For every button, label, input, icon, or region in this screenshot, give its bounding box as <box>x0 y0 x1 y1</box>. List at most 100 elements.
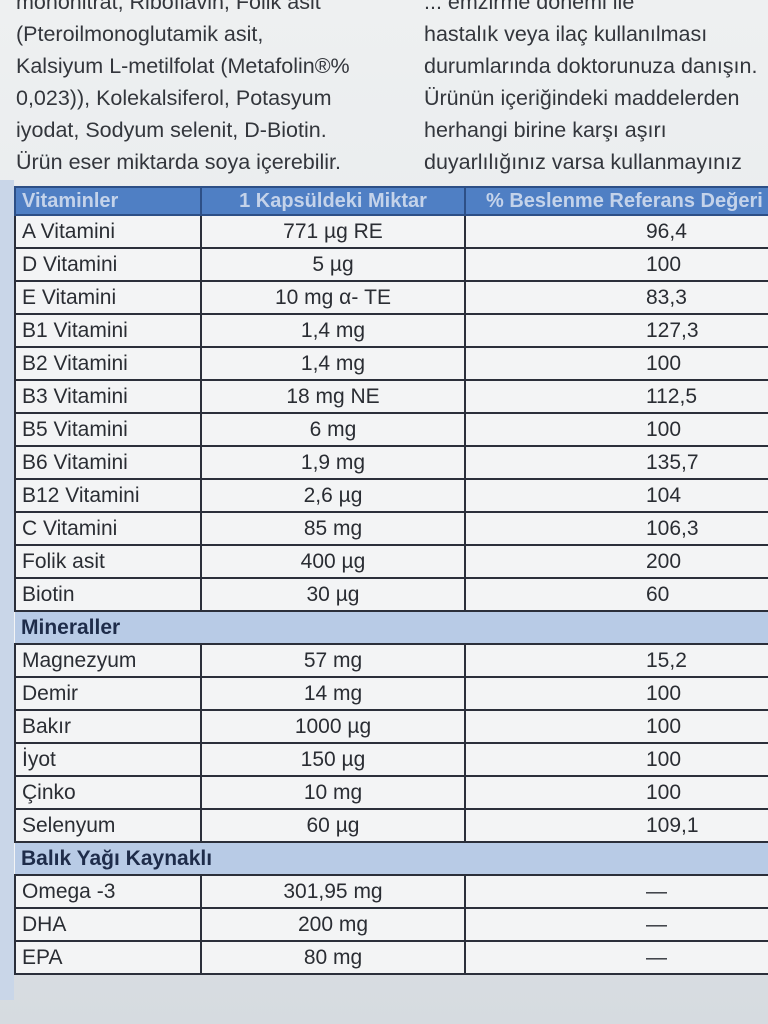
nutrient-name: D Vitamini <box>14 247 202 282</box>
nutrition-table: Vitaminler 1 Kapsüldeki Miktar% Beslenme … <box>14 186 768 975</box>
nutrient-name: B3 Vitamini <box>14 379 202 414</box>
amount: 400 µg <box>200 544 466 579</box>
amount: 301,95 mg <box>200 874 466 909</box>
nutrient-name: B2 Vitamini <box>14 346 202 381</box>
fish-oil-section: Balık Yağı Kaynaklı <box>15 841 768 876</box>
ingredients-line: Kalsiyum L-metilfolat (Metafolin®% <box>16 54 350 78</box>
nutrient-name: B12 Vitamini <box>14 478 202 513</box>
table-row: Çinko 10 mg 100 <box>14 775 768 810</box>
table-row: E Vitamini 10 mg α- TE 83,3 <box>14 280 768 315</box>
ingredients-line: (Pteroilmonoglutamik asit, <box>16 22 264 46</box>
nutrient-name: Çinko <box>14 775 202 810</box>
table-row: B12 Vitamini 2,6 µg 104 <box>14 478 768 513</box>
nutrient-name: B6 Vitamini <box>14 445 202 480</box>
reference-value: 100 <box>464 775 768 810</box>
table-row: C Vitamini 85 mg 106,3 <box>14 511 768 546</box>
table-row: B1 Vitamini 1,4 mg 127,3 <box>14 313 768 348</box>
table-row: A Vitamini 771 µg RE 96,4 <box>14 214 768 249</box>
reference-value: 200 <box>464 544 768 579</box>
reference-value: 112,5 <box>464 379 768 414</box>
amount: 57 mg <box>200 643 466 678</box>
amount: 1 Kapsüldeki Miktar <box>200 186 466 216</box>
amount: 18 mg NE <box>200 379 466 414</box>
table-row: Folik asit 400 µg 200 <box>14 544 768 579</box>
reference-value: 104 <box>464 478 768 513</box>
warning-line: duyarlılığınız varsa kullanmayınız <box>424 150 742 174</box>
table-row: DHA 200 mg — <box>14 907 768 942</box>
reference-value: 100 <box>464 247 768 282</box>
ingredients-text: mononitrat, Riboflavin, Folik asit (Ptero… <box>16 0 416 178</box>
reference-value: 100 <box>464 346 768 381</box>
amount: 85 mg <box>200 511 466 546</box>
reference-value: 100 <box>464 709 768 744</box>
nutrient-name: A Vitamini <box>14 214 202 249</box>
amount: 6 mg <box>200 412 466 447</box>
amount: 10 mg <box>200 775 466 810</box>
warning-text: ... emzirme dönemi ile hastalık veya ilaç… <box>424 0 768 178</box>
ingredients-line: Ürün eser miktarda soya içerebilir. <box>16 150 342 174</box>
table-row: B6 Vitamini 1,9 mg 135,7 <box>14 445 768 480</box>
nutrient-name: Folik asit <box>14 544 202 579</box>
table-row: Biotin 30 µg 60 <box>14 577 768 612</box>
nutrient-name: C Vitamini <box>14 511 202 546</box>
amount: 80 mg <box>200 940 466 975</box>
nutrient-name: Selenyum <box>14 808 202 843</box>
reference-value: 96,4 <box>464 214 768 249</box>
amount: 14 mg <box>200 676 466 711</box>
amount: 1,4 mg <box>200 346 466 381</box>
label-edge <box>0 180 14 1000</box>
nutrient-name: E Vitamini <box>14 280 202 315</box>
reference-value: % Beslenme Referans Değeri <box>464 186 768 216</box>
nutrient-name: Magnezyum <box>14 643 202 678</box>
reference-value: 100 <box>464 676 768 711</box>
nutrient-name: DHA <box>14 907 202 942</box>
table-row: B2 Vitamini 1,4 mg 100 <box>14 346 768 381</box>
table-row: İyot 150 µg 100 <box>14 742 768 777</box>
nutrient-name: EPA <box>14 940 202 975</box>
reference-value: 100 <box>464 742 768 777</box>
warning-line: Ürünün içeriğindeki maddelerden <box>424 86 740 110</box>
reference-value: 100 <box>464 412 768 447</box>
table-row: D Vitamini 5 µg 100 <box>14 247 768 282</box>
amount: 1,4 mg <box>200 313 466 348</box>
reference-value: 135,7 <box>464 445 768 480</box>
table-row: B3 Vitamini 18 mg NE 112,5 <box>14 379 768 414</box>
warning-line: hastalık veya ilaç kullanılması <box>424 22 708 46</box>
reference-value: 83,3 <box>464 280 768 315</box>
amount: 200 mg <box>200 907 466 942</box>
nutrient-name: Demir <box>14 676 202 711</box>
minerals-section: Mineraller <box>15 610 768 645</box>
reference-value: 15,2 <box>464 643 768 678</box>
amount: 2,6 µg <box>200 478 466 513</box>
amount: 1000 µg <box>200 709 466 744</box>
reference-value: 109,1 <box>464 808 768 843</box>
amount: 150 µg <box>200 742 466 777</box>
reference-value: — <box>464 907 768 942</box>
reference-value: — <box>464 940 768 975</box>
ingredients-line: iyodat, Sodyum selenit, D-Biotin. <box>16 118 327 142</box>
warning-line: ... emzirme dönemi ile <box>424 0 635 14</box>
section-label: Mineraller <box>15 610 768 645</box>
table-row: Bakır 1000 µg 100 <box>14 709 768 744</box>
amount: 30 µg <box>200 577 466 612</box>
warning-line: durumlarında doktorunuza danışın. <box>424 54 758 78</box>
amount: 5 µg <box>200 247 466 282</box>
table-row: Demir 14 mg 100 <box>14 676 768 711</box>
nutrient-name: Bakır <box>14 709 202 744</box>
nutrient-name: Biotin <box>14 577 202 612</box>
table-row: B5 Vitamini 6 mg 100 <box>14 412 768 447</box>
amount: 60 µg <box>200 808 466 843</box>
reference-value: 106,3 <box>464 511 768 546</box>
amount: 771 µg RE <box>200 214 466 249</box>
table-header: Vitaminler 1 Kapsüldeki Miktar% Beslenme … <box>14 186 768 216</box>
nutrient-name: B1 Vitamini <box>14 313 202 348</box>
amount: 10 mg α- TE <box>200 280 466 315</box>
table-row: Magnezyum 57 mg 15,2 <box>14 643 768 678</box>
amount: 1,9 mg <box>200 445 466 480</box>
reference-value: 127,3 <box>464 313 768 348</box>
ingredients-line: 0,023)), Kolekalsiferol, Potasyum <box>16 86 332 110</box>
nutrient-name: İyot <box>14 742 202 777</box>
reference-value: — <box>464 874 768 909</box>
nutrient-name: B5 Vitamini <box>14 412 202 447</box>
warning-line: herhangi birine karşı aşırı <box>424 118 667 142</box>
